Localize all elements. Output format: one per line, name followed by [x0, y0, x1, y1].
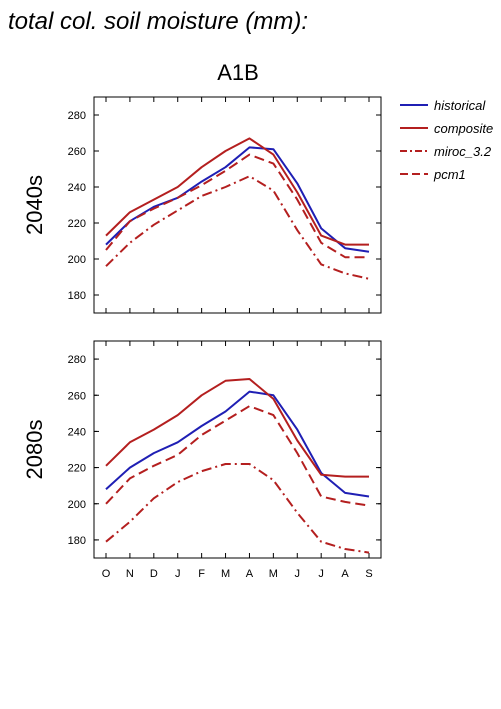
panel-2080s: 180 200 220 240 260 280 O N D J F M A M J J A S 2080s	[22, 340, 382, 580]
legend-label: composite	[434, 121, 493, 136]
y-tick-label: 180	[68, 290, 86, 302]
x-tick-label: D	[150, 568, 158, 580]
panel-label: 2080s	[22, 420, 47, 480]
x-tick-label: A	[246, 568, 254, 580]
series-line-composite	[105, 137, 369, 246]
y-tick-label: 220	[68, 463, 86, 475]
panel-label: 2040s	[22, 175, 47, 235]
series-line-historical	[105, 390, 370, 498]
series-line-historical	[105, 146, 370, 253]
legend: historical composite miroc_3.2 pcm1	[400, 98, 493, 182]
plot-frame	[93, 96, 382, 314]
series-line-composite	[105, 378, 369, 478]
x-tick-label: M	[269, 568, 278, 580]
x-tick-label: N	[126, 568, 134, 580]
x-tick-label: S	[365, 568, 372, 580]
y-tick-label: 260	[68, 390, 86, 402]
y-tick-label: 220	[68, 218, 86, 230]
scenario-title: A1B	[217, 60, 259, 85]
x-tick-label: M	[221, 568, 230, 580]
series-line-miroc-3-2	[105, 175, 370, 280]
y-tick-label: 240	[68, 426, 86, 438]
y-tick-label: 240	[68, 182, 86, 194]
y-tick-label: 180	[68, 535, 86, 547]
legend-label: miroc_3.2	[434, 144, 492, 159]
x-tick-label: O	[102, 568, 111, 580]
legend-label: pcm1	[433, 167, 466, 182]
plot-frame	[93, 340, 382, 559]
y-tick-label: 200	[68, 254, 86, 266]
x-tick-label: J	[318, 568, 324, 580]
legend-item: pcm1	[400, 167, 466, 182]
y-tick-label: 260	[68, 146, 86, 158]
legend-item: historical	[400, 98, 486, 113]
x-tick-label: F	[198, 568, 205, 580]
y-tick-label: 280	[68, 354, 86, 366]
legend-label: historical	[434, 98, 486, 113]
legend-item: composite	[400, 121, 493, 136]
series-line-pcm1	[105, 405, 370, 507]
series-line-miroc-3-2	[105, 463, 370, 554]
x-tick-label: A	[341, 568, 349, 580]
y-tick-label: 200	[68, 499, 86, 511]
legend-item: miroc_3.2	[400, 144, 492, 159]
panel-2040s: 180 200 220 240 260 280 2040s	[22, 96, 382, 314]
y-tick-label: 280	[68, 110, 86, 122]
x-tick-label: J	[295, 568, 301, 580]
x-tick-label: J	[175, 568, 181, 580]
figure-title: total col. soil moisture (mm):	[8, 8, 309, 35]
panels: 180 200 220 240 260 280 2040s 180 200 220 240 260 28…	[22, 96, 382, 580]
series-line-pcm1	[105, 153, 369, 259]
